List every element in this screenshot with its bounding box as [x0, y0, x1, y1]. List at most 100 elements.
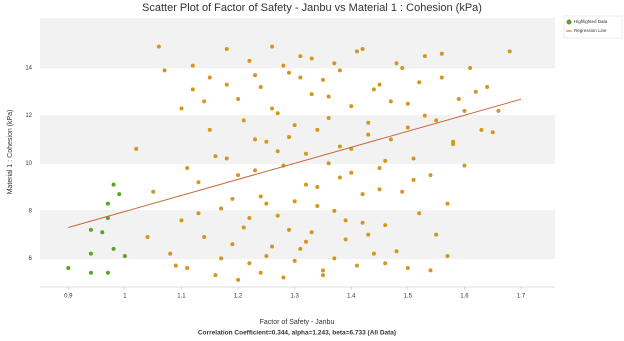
point — [439, 75, 444, 80]
point — [264, 254, 269, 259]
point — [326, 94, 331, 99]
point — [445, 254, 450, 259]
point — [162, 68, 167, 73]
point — [230, 242, 235, 247]
point — [360, 192, 365, 197]
point — [213, 154, 218, 159]
x-tick-label: 1 — [123, 294, 127, 300]
point — [185, 265, 190, 270]
x-axis-label: Factor of Safety - Janbu — [260, 319, 335, 326]
point — [270, 44, 275, 49]
regression-line — [68, 98, 522, 228]
point — [196, 180, 201, 185]
x-tick-label: 1.3 — [290, 294, 299, 300]
grid-band — [40, 18, 555, 68]
point — [315, 185, 320, 190]
point — [366, 232, 371, 237]
point — [354, 263, 359, 268]
point — [383, 223, 388, 228]
x-tick-label: 1.2 — [234, 294, 243, 300]
point — [247, 261, 252, 266]
point — [405, 101, 410, 106]
point — [428, 268, 433, 273]
point — [320, 273, 325, 278]
point — [315, 204, 320, 209]
point — [411, 177, 416, 182]
point — [400, 189, 405, 194]
point — [394, 61, 399, 66]
point — [275, 213, 280, 218]
point — [309, 92, 314, 97]
point — [219, 256, 224, 261]
point — [411, 156, 416, 161]
point — [190, 87, 195, 92]
footer: Correlation Coefficient=0.344, alpha=1.2… — [198, 330, 396, 337]
point — [417, 211, 422, 216]
point — [371, 87, 376, 92]
point — [422, 113, 427, 118]
point — [247, 58, 252, 63]
point — [337, 68, 342, 73]
point — [224, 46, 229, 51]
point — [236, 173, 241, 178]
point — [156, 44, 161, 49]
point — [309, 56, 314, 61]
point — [88, 270, 93, 275]
point — [417, 80, 422, 85]
point — [496, 108, 501, 113]
point — [462, 108, 467, 113]
x-tick-label: 0.9 — [64, 294, 73, 300]
point — [439, 51, 444, 56]
point — [383, 158, 388, 163]
point — [428, 173, 433, 178]
point — [281, 63, 286, 68]
point — [236, 277, 241, 282]
point — [202, 99, 207, 104]
point — [332, 256, 337, 261]
x-tick-label: 1.1 — [177, 294, 186, 300]
point — [292, 199, 297, 204]
point — [434, 232, 439, 237]
point — [326, 161, 331, 166]
point — [292, 123, 297, 128]
point — [105, 201, 110, 206]
point — [298, 246, 303, 251]
point — [354, 49, 359, 54]
point — [253, 137, 258, 142]
point — [377, 82, 382, 87]
point — [388, 99, 393, 104]
point — [207, 127, 212, 132]
point — [315, 127, 320, 132]
point — [151, 189, 156, 194]
point — [190, 63, 195, 68]
point — [247, 215, 252, 220]
point — [490, 130, 495, 135]
point — [332, 61, 337, 66]
point — [366, 120, 371, 125]
y-tick-label: 6 — [29, 256, 33, 262]
point — [88, 251, 93, 256]
point — [258, 85, 263, 90]
point — [320, 77, 325, 82]
point — [202, 235, 207, 240]
point — [100, 230, 105, 235]
y-tick-label: 10 — [25, 161, 32, 167]
point — [303, 239, 308, 244]
legend-marker — [566, 19, 572, 25]
point — [360, 220, 365, 225]
grid-band — [40, 115, 555, 164]
point — [213, 273, 218, 278]
point — [485, 85, 490, 90]
point — [230, 196, 235, 201]
point — [287, 227, 292, 232]
x-tick-label: 1.4 — [347, 294, 356, 300]
point — [281, 275, 286, 280]
point — [111, 182, 116, 187]
point — [326, 115, 331, 120]
point — [451, 139, 456, 144]
point — [224, 156, 229, 161]
x-tick-label: 1.7 — [517, 294, 526, 300]
legend-box — [563, 15, 623, 39]
